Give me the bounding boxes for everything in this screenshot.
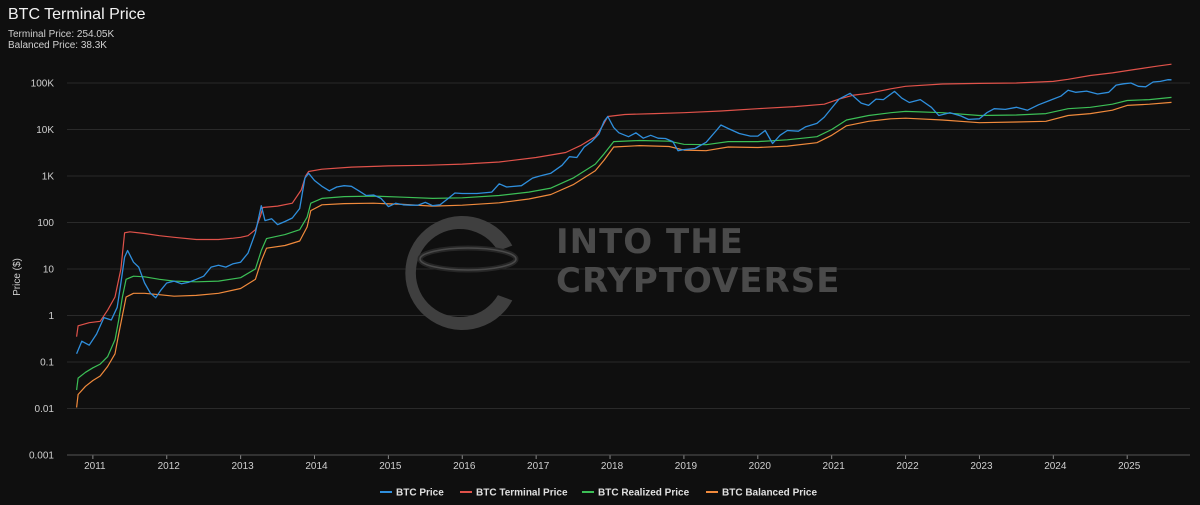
y-axis-ticks: 0.001 0.01 0.1 1 10 100 1K 10K 100K xyxy=(29,78,54,461)
series-lines xyxy=(75,63,1172,408)
x-tick-label: 2015 xyxy=(379,461,402,472)
watermark-logo-icon xyxy=(405,216,519,330)
watermark-line2: CRYPTOVERSE xyxy=(556,261,840,301)
y-tick-label: 1K xyxy=(42,171,55,182)
y-tick-label: 0.001 xyxy=(29,451,54,462)
x-tick-label: 2018 xyxy=(601,461,624,472)
x-tick-label: 2016 xyxy=(453,461,476,472)
x-tick-label: 2011 xyxy=(84,461,106,472)
chart-header: BTC Terminal Price Terminal Price: 254.0… xyxy=(8,6,146,51)
x-tick-label: 2021 xyxy=(823,461,846,472)
x-tick-label: 2023 xyxy=(970,461,993,472)
y-tick-label: 10 xyxy=(43,264,55,275)
watermark-line1: INTO THE xyxy=(556,222,744,262)
y-axis-title: Price ($) xyxy=(12,258,23,296)
legend-item[interactable]: BTC Realized Price xyxy=(582,488,690,499)
series-line-btc-realized-price xyxy=(76,96,1172,391)
y-tick-label: 1 xyxy=(48,311,54,322)
y-tick-label: 0.01 xyxy=(35,404,55,415)
y-tick-label: 0.1 xyxy=(40,357,54,368)
series-line-btc-terminal-price xyxy=(76,63,1172,337)
legend-item[interactable]: BTC Price xyxy=(380,488,444,499)
x-tick-label: 2017 xyxy=(527,461,550,472)
x-tick-label: 2025 xyxy=(1118,461,1141,472)
x-axis-ticks: 2011 2012 2013 2014 2015 2016 2017 2018 2019 2020… xyxy=(67,454,1190,472)
legend-item[interactable]: BTC Terminal Price xyxy=(460,488,568,499)
y-tick-label: 10K xyxy=(36,125,54,136)
series-line-btc-balanced-price xyxy=(76,101,1172,408)
legend-item[interactable]: BTC Balanced Price xyxy=(706,488,817,499)
x-tick-label: 2022 xyxy=(896,461,919,472)
x-tick-label: 2012 xyxy=(158,461,181,472)
legend-label: BTC Realized Price xyxy=(598,488,690,499)
legend-label: BTC Terminal Price xyxy=(476,488,568,499)
x-tick-label: 2013 xyxy=(231,461,254,472)
legend-label: BTC Price xyxy=(396,488,444,499)
y-tick-label: 100K xyxy=(31,78,55,89)
y-tick-label: 100 xyxy=(37,218,54,229)
terminal-price-readout: Terminal Price: 254.05K xyxy=(8,29,115,40)
chart-title: BTC Terminal Price xyxy=(8,6,146,23)
watermark: INTO THE CRYPTOVERSE xyxy=(405,216,840,330)
legend-label: BTC Balanced Price xyxy=(722,488,817,499)
x-tick-label: 2020 xyxy=(749,461,772,472)
x-tick-label: 2019 xyxy=(675,461,698,472)
balanced-price-readout: Balanced Price: 38.3K xyxy=(8,40,107,51)
x-tick-label: 2024 xyxy=(1044,461,1067,472)
x-tick-label: 2014 xyxy=(305,461,328,472)
legend: BTC Price BTC Terminal Price BTC Realized … xyxy=(380,488,817,499)
series-line-btc-price xyxy=(75,79,1172,355)
